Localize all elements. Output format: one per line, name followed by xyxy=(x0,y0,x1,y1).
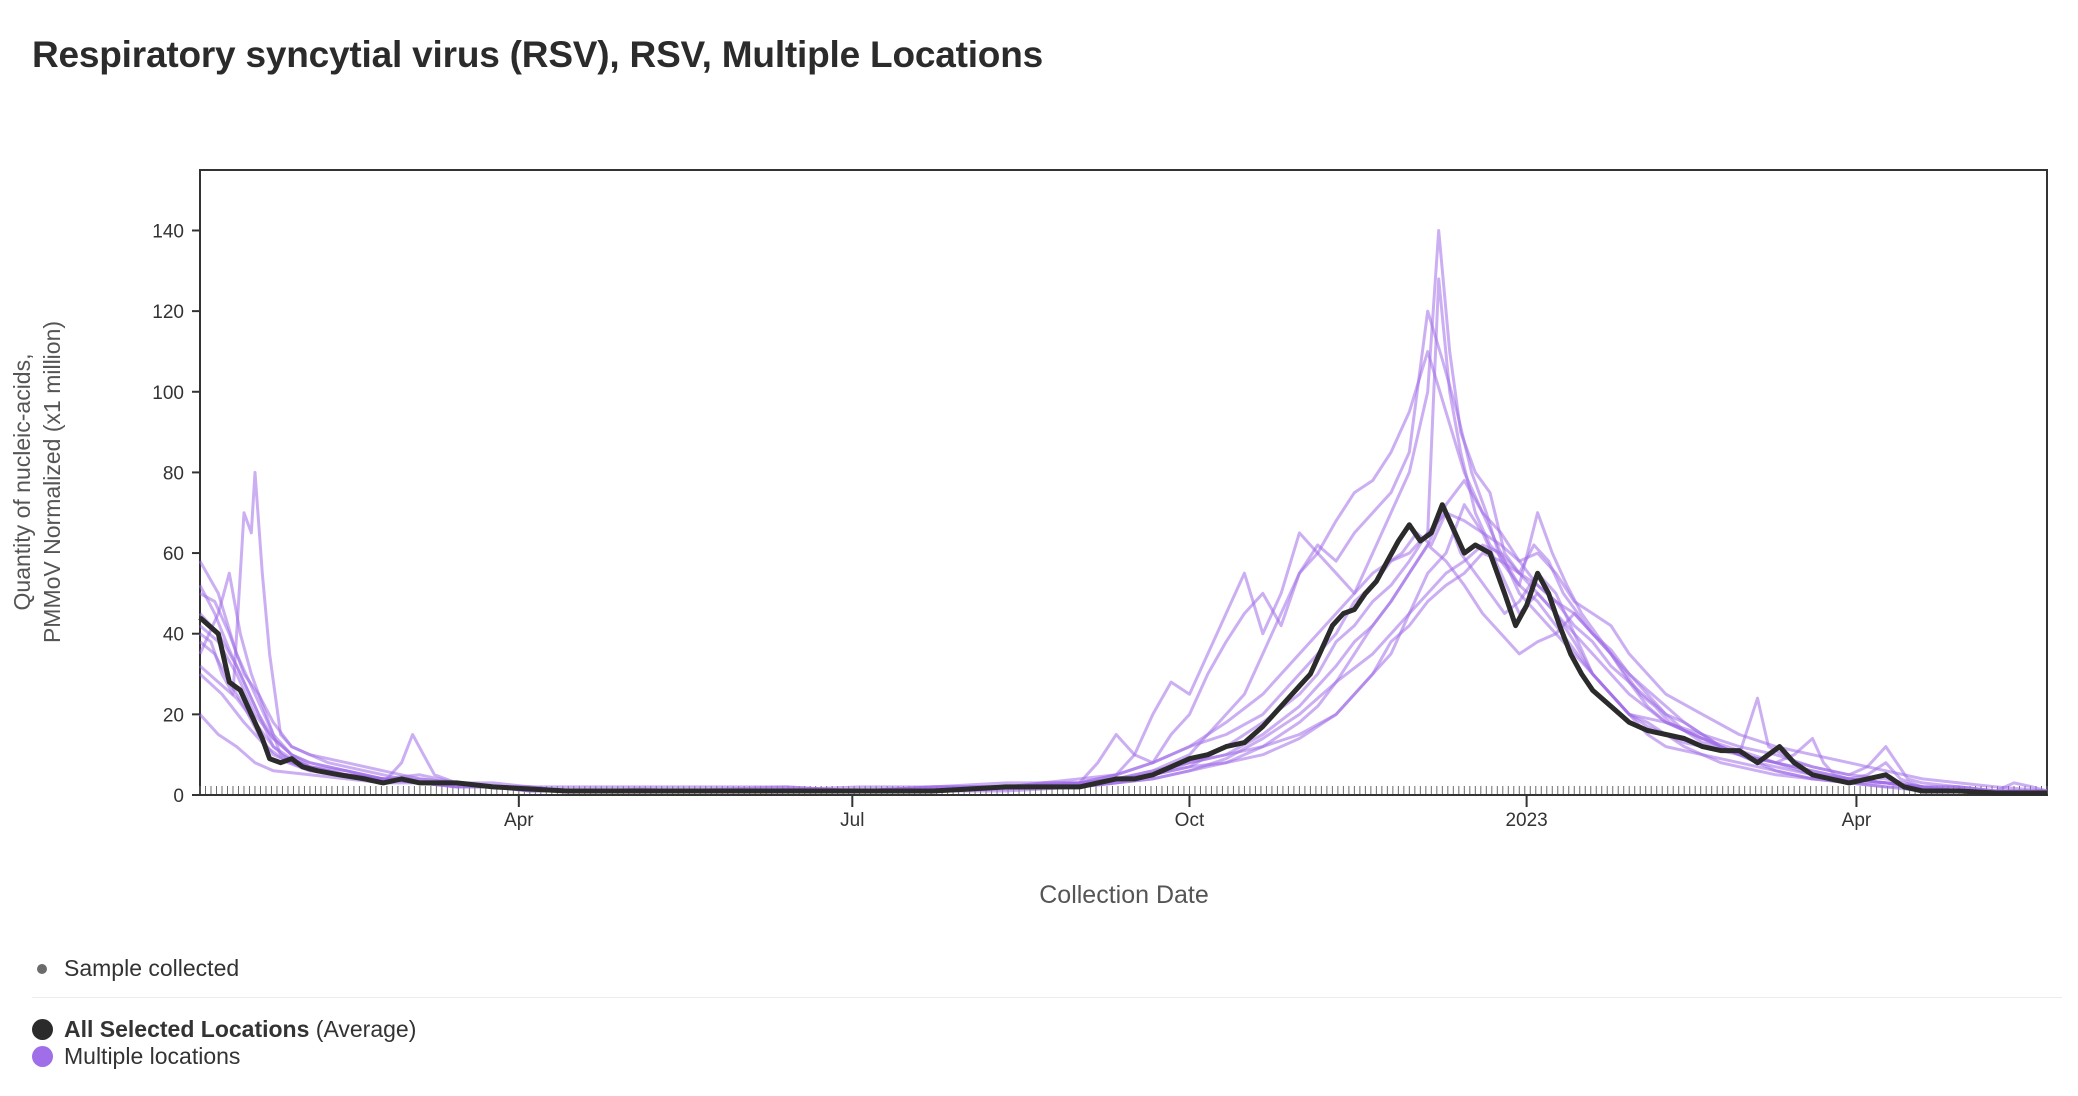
y-tick-label-6: 120 xyxy=(152,302,184,323)
average-dot-icon xyxy=(32,1019,53,1040)
location-series-line-9 xyxy=(199,309,2047,793)
x-axis: Apr Jul Oct 2023 Apr xyxy=(504,795,1872,831)
x-tick-label-3: 2023 xyxy=(1505,810,1547,831)
y-tick-label-1: 20 xyxy=(163,705,184,726)
location-series-group xyxy=(198,229,2048,793)
y-axis-label-line-1: Quantity of nucleic-acids, xyxy=(9,354,35,611)
x-tick-label-1: Jul xyxy=(840,810,864,831)
x-tick-label-2: Oct xyxy=(1175,810,1205,831)
locations-dot-icon xyxy=(32,1046,53,1067)
y-tick-label-5: 100 xyxy=(152,383,184,404)
location-series-line-1 xyxy=(198,350,2047,793)
location-series-line-5 xyxy=(199,511,2048,793)
location-series-line-4 xyxy=(199,229,2047,793)
legend-divider xyxy=(32,997,2062,998)
x-axis-label: Collection Date xyxy=(1039,881,1209,909)
legend-locations-label: Multiple locations xyxy=(64,1043,241,1069)
average-series-group xyxy=(198,502,2047,796)
x-tick-label-4: Apr xyxy=(1842,810,1872,831)
legend-locations: Multiple locations xyxy=(32,1043,240,1070)
location-series-line-2 xyxy=(198,511,2047,793)
page-title: Respiratory syncytial virus (RSV), RSV, … xyxy=(32,34,1043,75)
y-tick-label-7: 140 xyxy=(152,221,184,242)
sample-dot-icon xyxy=(37,963,47,974)
y-tick-label-2: 40 xyxy=(163,625,184,646)
location-series-line-11 xyxy=(199,479,2048,793)
legend-average-suffix: (Average) xyxy=(309,1016,417,1042)
legend-sample-label: Sample collected xyxy=(64,955,240,981)
y-tick-label-4: 80 xyxy=(163,463,184,484)
y-tick-label-3: 60 xyxy=(163,544,184,565)
x-tick-label-0: Apr xyxy=(504,810,534,831)
y-tick-label-0: 0 xyxy=(173,786,184,807)
legend-average-label: All Selected Locations xyxy=(64,1016,310,1042)
plot-frame xyxy=(199,169,2048,796)
location-series-line-8 xyxy=(199,277,2047,793)
y-axis-label-line-2: PMMoV Normalized (x1 million) xyxy=(39,321,65,643)
legend-sample-collected: Sample collected xyxy=(32,955,239,982)
legend-average: All Selected Locations (Average) xyxy=(32,1016,416,1043)
y-axis: 0 20 40 60 80 100 120 140 xyxy=(152,221,200,807)
rsv-line-chart: 0 20 40 60 80 100 120 140 Apr Jul Oct 2023 Apr Quan… xyxy=(9,169,2048,909)
average-series-line xyxy=(198,502,2047,796)
